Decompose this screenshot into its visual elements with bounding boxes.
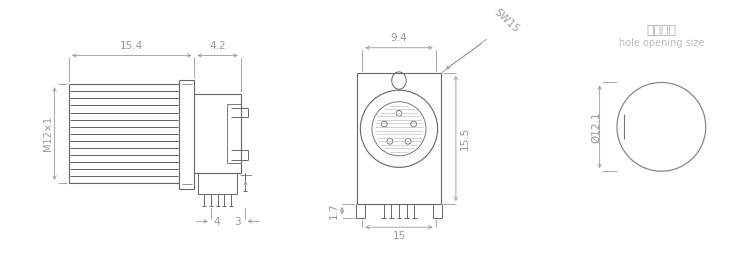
- Text: SW15: SW15: [492, 7, 521, 34]
- Text: 4.2: 4.2: [209, 41, 226, 51]
- Text: Ø12.1: Ø12.1: [591, 111, 601, 143]
- Text: 1.7: 1.7: [329, 202, 339, 219]
- Text: hole opening size: hole opening size: [619, 38, 704, 48]
- Text: 15: 15: [393, 231, 406, 241]
- Text: 9.4: 9.4: [390, 33, 407, 43]
- Circle shape: [396, 111, 402, 116]
- Text: 15.4: 15.4: [120, 41, 143, 51]
- Text: 开孔尺寸: 开孔尺寸: [646, 24, 677, 37]
- Circle shape: [381, 121, 387, 127]
- Text: 3: 3: [234, 217, 240, 227]
- Circle shape: [405, 138, 411, 144]
- Text: 4: 4: [214, 217, 220, 227]
- Text: 15.5: 15.5: [460, 127, 470, 150]
- Circle shape: [387, 138, 393, 144]
- Text: M12×1: M12×1: [43, 116, 53, 151]
- Circle shape: [411, 121, 416, 127]
